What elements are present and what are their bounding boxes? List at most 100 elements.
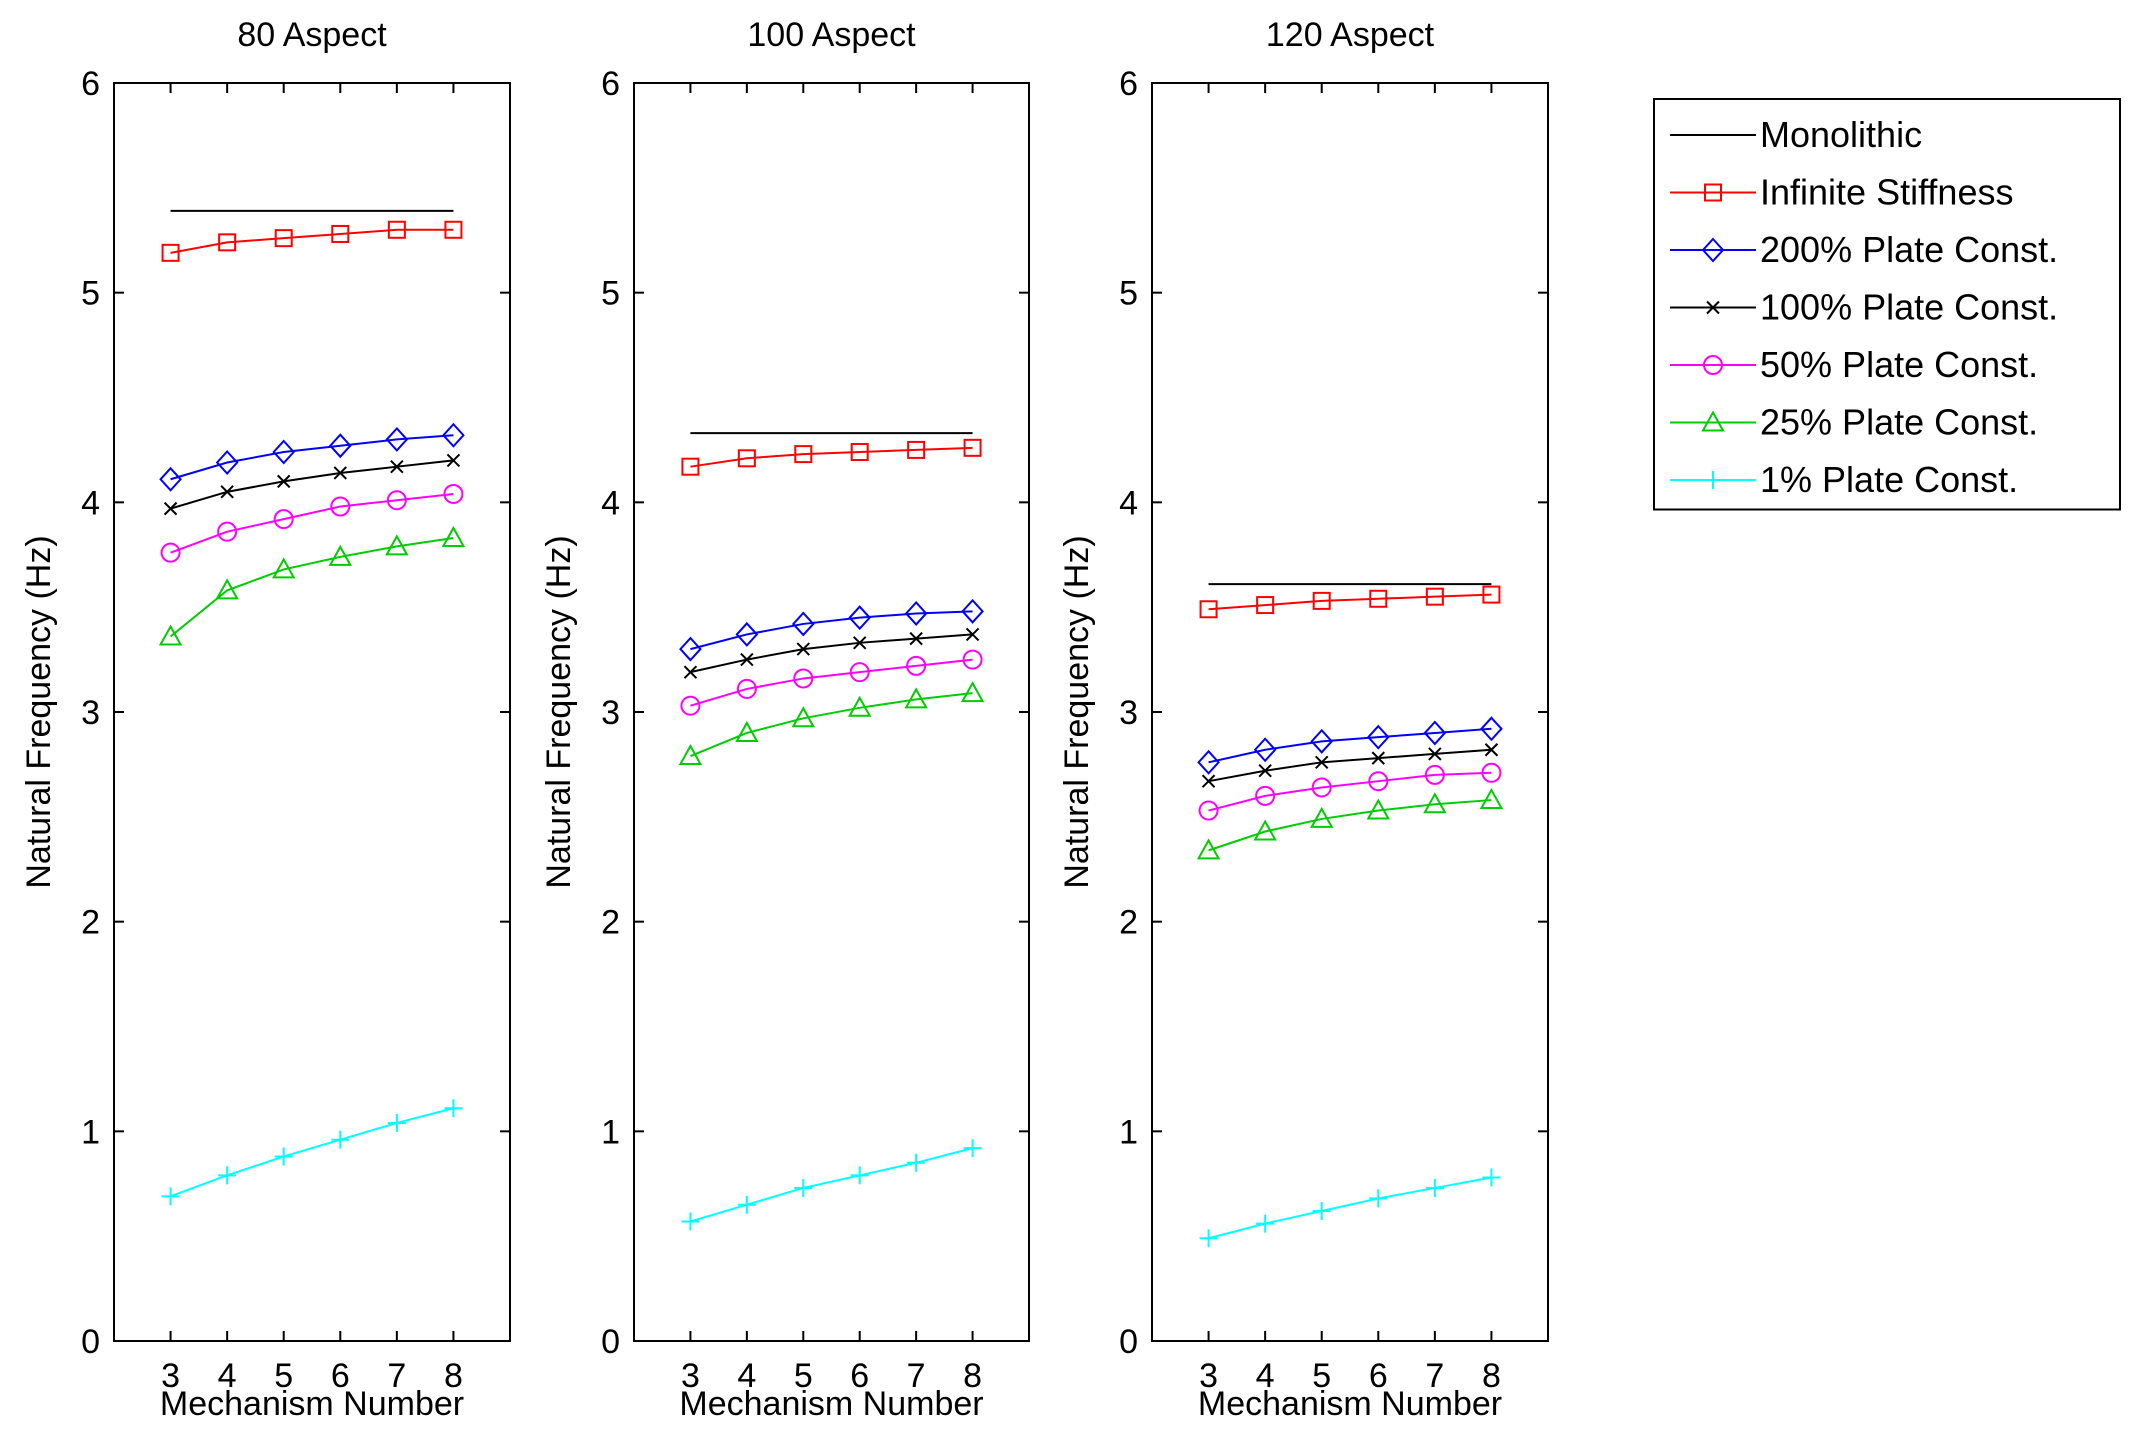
data-point [740,652,754,667]
y-tick-label: 6 [1119,65,1138,103]
series [1199,585,1501,619]
data-point [331,224,350,243]
data-point [1197,749,1220,775]
data-point [1423,720,1447,746]
data-point [274,1147,293,1166]
legend-marker [1706,300,1720,315]
data-point [1428,747,1442,761]
data-point [330,496,351,517]
y-tick-label: 2 [1119,904,1138,942]
y-tick-label: 5 [1119,275,1138,313]
data-point [904,687,928,709]
data-point [963,438,982,457]
data-point [1480,716,1503,742]
series-line [170,459,454,510]
x-tick-label: 4 [1256,1357,1275,1395]
data-point [1423,792,1447,814]
series-line [170,1107,454,1198]
y-tick-label: 1 [1119,1113,1138,1151]
legend-marker [1703,355,1723,375]
x-tick-label: 7 [907,1357,926,1395]
data-point [909,631,923,646]
data-point [904,600,928,626]
series [1198,762,1502,821]
data-point [794,445,813,464]
y-axis-label: Natural Frequency (Hz) [20,535,58,888]
series [161,1099,463,1206]
x-tick-label: 8 [1482,1357,1501,1395]
data-point [387,220,406,239]
data-point [1253,819,1277,841]
data-point [161,1187,180,1206]
legend-marker [1701,410,1725,432]
data-point [679,636,702,662]
legend: Monolithic Infinite Stiffness 200% Plate C… [1653,98,2121,511]
series-line [1208,748,1492,783]
series [1199,1168,1501,1248]
y-tick-label: 5 [81,275,100,313]
data-point [906,655,927,676]
x-axis-label: Mechanism Number [160,1385,464,1423]
data-point [678,743,703,766]
data-point [218,1166,237,1185]
x-tick-label: 7 [387,1357,406,1395]
data-point [1258,763,1272,778]
x-axis-label: Mechanism Number [1198,1385,1502,1423]
data-point [1253,737,1277,763]
series-line [690,633,973,674]
x-tick-label: 5 [1312,1357,1331,1395]
panel-title: 100 Aspect [747,16,916,54]
series [681,1139,982,1231]
data-point [848,695,872,717]
data-point [1256,1214,1275,1233]
data-point [737,449,756,468]
plot-area [1151,82,1549,1342]
data-point [163,501,178,516]
legend-item: 100% Plate Const. [1670,287,2058,328]
x-tick-label: 8 [963,1357,982,1395]
y-tick-label: 4 [81,484,100,522]
data-point [390,459,404,474]
data-point [737,1195,756,1214]
x-tick-label: 6 [1369,1357,1388,1395]
data-point [161,243,180,262]
data-point [1310,806,1334,828]
data-point [159,466,182,492]
legend-item: 1% Plate Const. [1670,459,2018,500]
legend-label: 200% Plate Const. [1760,229,2058,270]
data-point [331,1130,350,1149]
x-tick-label: 5 [274,1357,293,1395]
data-point [160,542,181,563]
y-tick-label: 2 [601,904,620,942]
series [160,483,464,563]
x-axis-label: Mechanism Number [679,1385,983,1423]
data-point [1424,764,1445,785]
data-point [220,485,234,499]
y-tick-label: 3 [601,694,620,732]
legend-label: 25% Plate Const. [1760,402,2038,443]
data-point [735,621,759,647]
data-point [683,665,698,679]
data-point [444,1099,463,1118]
data-point [1198,800,1219,821]
data-point [963,1139,982,1158]
data-point [217,521,238,542]
y-tick-label: 4 [1119,484,1138,522]
x-tick-label: 6 [331,1357,350,1395]
data-point [1311,777,1332,798]
y-tick-label: 3 [81,694,100,732]
series-line [690,692,973,757]
data-point [1369,1189,1388,1208]
x-tick-label: 3 [681,1357,700,1395]
data-point [1201,774,1216,788]
data-point [853,636,867,650]
data-point [907,1153,926,1172]
series [1196,788,1504,860]
series-line [170,228,454,254]
data-point [444,220,463,239]
legend-label: Monolithic [1760,114,1922,155]
y-tick-label: 0 [1119,1323,1138,1361]
x-tick-label: 4 [737,1357,756,1395]
data-point [1312,591,1331,610]
